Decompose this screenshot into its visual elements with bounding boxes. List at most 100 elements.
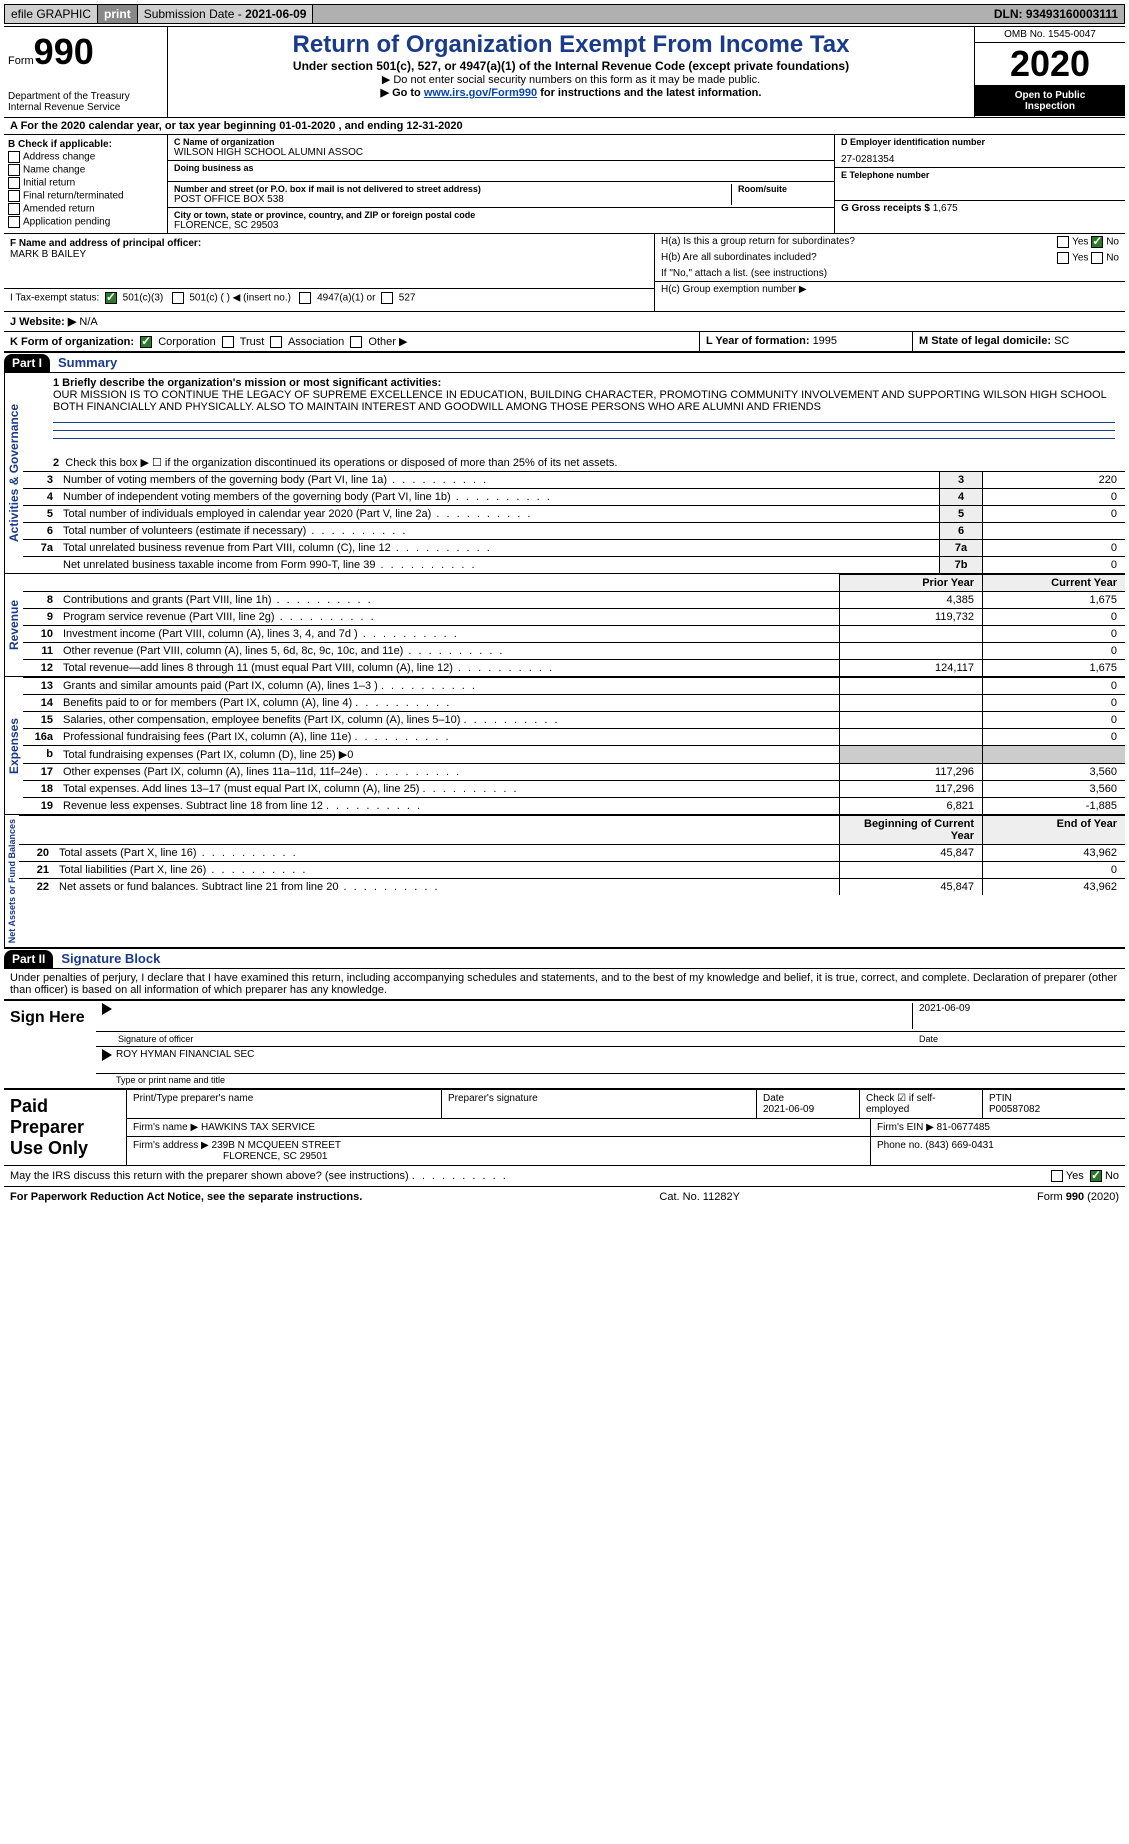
signature-block: Sign Here 2021-06-09 Signature of office… <box>4 1000 1125 1089</box>
table-row: bTotal fundraising expenses (Part IX, co… <box>23 746 1125 764</box>
box-b: B Check if applicable: Address change Na… <box>4 135 168 233</box>
table-row: 22Net assets or fund balances. Subtract … <box>19 879 1125 896</box>
firm-addr2: FLORENCE, SC 29501 <box>223 1151 328 1162</box>
tab-expenses: Expenses <box>4 677 23 814</box>
city-label: City or town, state or province, country… <box>174 210 828 220</box>
tab-revenue: Revenue <box>4 574 23 676</box>
ptin-value: P00587082 <box>989 1104 1040 1115</box>
chk-final-return[interactable]: Final return/terminated <box>8 190 163 202</box>
form990-instructions-link[interactable]: www.irs.gov/Form990 <box>424 87 537 99</box>
ha-label: H(a) Is this a group return for subordin… <box>661 236 855 248</box>
paid-preparer-label: Paid Preparer Use Only <box>4 1090 127 1165</box>
table-row: 6Total number of volunteers (estimate if… <box>23 523 1125 540</box>
prep-date-label: Date <box>763 1093 784 1104</box>
table-row: 19Revenue less expenses. Subtract line 1… <box>23 798 1125 815</box>
table-row: 14Benefits paid to or for members (Part … <box>23 695 1125 712</box>
chk-name-change[interactable]: Name change <box>8 164 163 176</box>
table-row: 16aProfessional fundraising fees (Part I… <box>23 729 1125 746</box>
chk-4947[interactable] <box>299 292 311 304</box>
form-subtitle-2: ▶ Do not enter social security numbers o… <box>176 73 966 86</box>
form-subtitle-1: Under section 501(c), 527, or 4947(a)(1)… <box>176 59 966 73</box>
tax-year: 2020 <box>975 43 1125 86</box>
prep-date: 2021-06-09 <box>763 1104 814 1115</box>
chk-trust[interactable] <box>222 336 234 348</box>
chk-application-pending[interactable]: Application pending <box>8 216 163 228</box>
efile-graphic-label: efile GRAPHIC <box>5 5 98 23</box>
discuss-yes[interactable] <box>1051 1170 1063 1182</box>
perjury-declaration: Under penalties of perjury, I declare th… <box>4 969 1125 1000</box>
pra-notice: For Paperwork Reduction Act Notice, see … <box>10 1191 362 1203</box>
officer-label: F Name and address of principal officer: <box>10 238 201 249</box>
sub-date-value: 2021-06-09 <box>245 7 306 21</box>
table-row: 5Total number of individuals employed in… <box>23 506 1125 523</box>
table-row: 7aTotal unrelated business revenue from … <box>23 540 1125 557</box>
ha-yes[interactable] <box>1057 236 1069 248</box>
chk-other[interactable] <box>350 336 362 348</box>
phone-label: E Telephone number <box>841 170 1119 180</box>
org-name-label: C Name of organization <box>174 137 828 147</box>
may-discuss-text: May the IRS discuss this return with the… <box>10 1170 508 1182</box>
prep-sig-label: Preparer's signature <box>448 1093 538 1104</box>
firm-name-label: Firm's name ▶ <box>133 1122 198 1133</box>
table-row: 4Number of independent voting members of… <box>23 489 1125 506</box>
sig-officer-label: Signature of officer <box>102 1034 913 1044</box>
form-subtitle-3: ▶ Go to www.irs.gov/Form990 for instruct… <box>176 86 966 99</box>
dept-treasury: Department of the Treasury <box>8 91 163 102</box>
firm-ein: 81-0677485 <box>937 1122 990 1133</box>
tab-activities-governance: Activities & Governance <box>4 373 23 573</box>
ein-label: D Employer identification number <box>841 137 985 147</box>
chk-501c3[interactable] <box>105 292 117 304</box>
chk-corp[interactable] <box>140 336 152 348</box>
row-i: I Tax-exempt status: 501(c)(3) 501(c) ( … <box>4 288 654 307</box>
table-row: 21Total liabilities (Part X, line 26)0 <box>19 862 1125 879</box>
table-row: 9Program service revenue (Part VIII, lin… <box>23 609 1125 626</box>
open-to-public-1: Open to Public <box>977 90 1123 101</box>
dln-value: 93493160003111 <box>1026 7 1118 21</box>
form-number: 990 <box>34 31 94 72</box>
table-row: 18Total expenses. Add lines 13–17 (must … <box>23 781 1125 798</box>
omb-number: OMB No. 1545-0047 <box>975 27 1125 43</box>
efile-topbar: efile GRAPHIC print Submission Date - 20… <box>4 4 1125 24</box>
row-a-tax-year: A For the 2020 calendar year, or tax yea… <box>4 118 1125 135</box>
prep-name-label: Print/Type preparer's name <box>133 1093 253 1104</box>
ha-no[interactable] <box>1091 236 1103 248</box>
table-row: 20Total assets (Part X, line 16)45,84743… <box>19 845 1125 862</box>
firm-name: HAWKINS TAX SERVICE <box>201 1122 315 1133</box>
dba-label: Doing business as <box>174 163 828 173</box>
chk-527[interactable] <box>381 292 393 304</box>
expenses-table: 13Grants and similar amounts paid (Part … <box>23 677 1125 814</box>
officer-name: MARK B BAILEY <box>10 249 86 260</box>
gross-receipts-label: G Gross receipts $ <box>841 203 933 214</box>
chk-address-change[interactable]: Address change <box>8 151 163 163</box>
form-word: Form <box>8 55 34 67</box>
line1-label: 1 Briefly describe the organization's mi… <box>53 377 441 389</box>
cat-no: Cat. No. 11282Y <box>659 1191 740 1203</box>
gross-receipts-value: 1,675 <box>933 203 958 214</box>
sign-here-label: Sign Here <box>4 1001 96 1088</box>
year-formation-label: L Year of formation: <box>706 335 813 347</box>
state-domicile-label: M State of legal domicile: <box>919 335 1054 347</box>
discuss-no[interactable] <box>1090 1170 1102 1182</box>
street-label: Number and street (or P.O. box if mail i… <box>174 184 731 194</box>
chk-initial-return[interactable]: Initial return <box>8 177 163 189</box>
chk-501c[interactable] <box>172 292 184 304</box>
hb-no[interactable] <box>1091 252 1103 264</box>
chk-amended-return[interactable]: Amended return <box>8 203 163 215</box>
print-button[interactable]: print <box>98 5 138 23</box>
net-assets-table: Beginning of Current YearEnd of Year20To… <box>19 815 1125 895</box>
line2-text: Check this box ▶ ☐ if the organization d… <box>65 457 617 469</box>
hb-note: If "No," attach a list. (see instruction… <box>661 268 827 279</box>
room-label: Room/suite <box>738 184 828 194</box>
chk-assoc[interactable] <box>270 336 282 348</box>
print-name-label: Type or print name and title <box>96 1074 1125 1088</box>
table-row: Net unrelated business taxable income fr… <box>23 557 1125 574</box>
tax-exempt-label: I Tax-exempt status: <box>10 293 99 304</box>
officer-group-block: F Name and address of principal officer:… <box>4 234 1125 312</box>
table-row: 17Other expenses (Part IX, column (A), l… <box>23 764 1125 781</box>
form-of-org-label: K Form of organization: <box>10 336 134 348</box>
hb-label: H(b) Are all subordinates included? <box>661 252 817 264</box>
form-footer: Form 990 (2020) <box>1037 1191 1119 1203</box>
hb-yes[interactable] <box>1057 252 1069 264</box>
revenue-table: Prior YearCurrent Year8Contributions and… <box>23 574 1125 676</box>
table-row: 3Number of voting members of the governi… <box>23 472 1125 489</box>
